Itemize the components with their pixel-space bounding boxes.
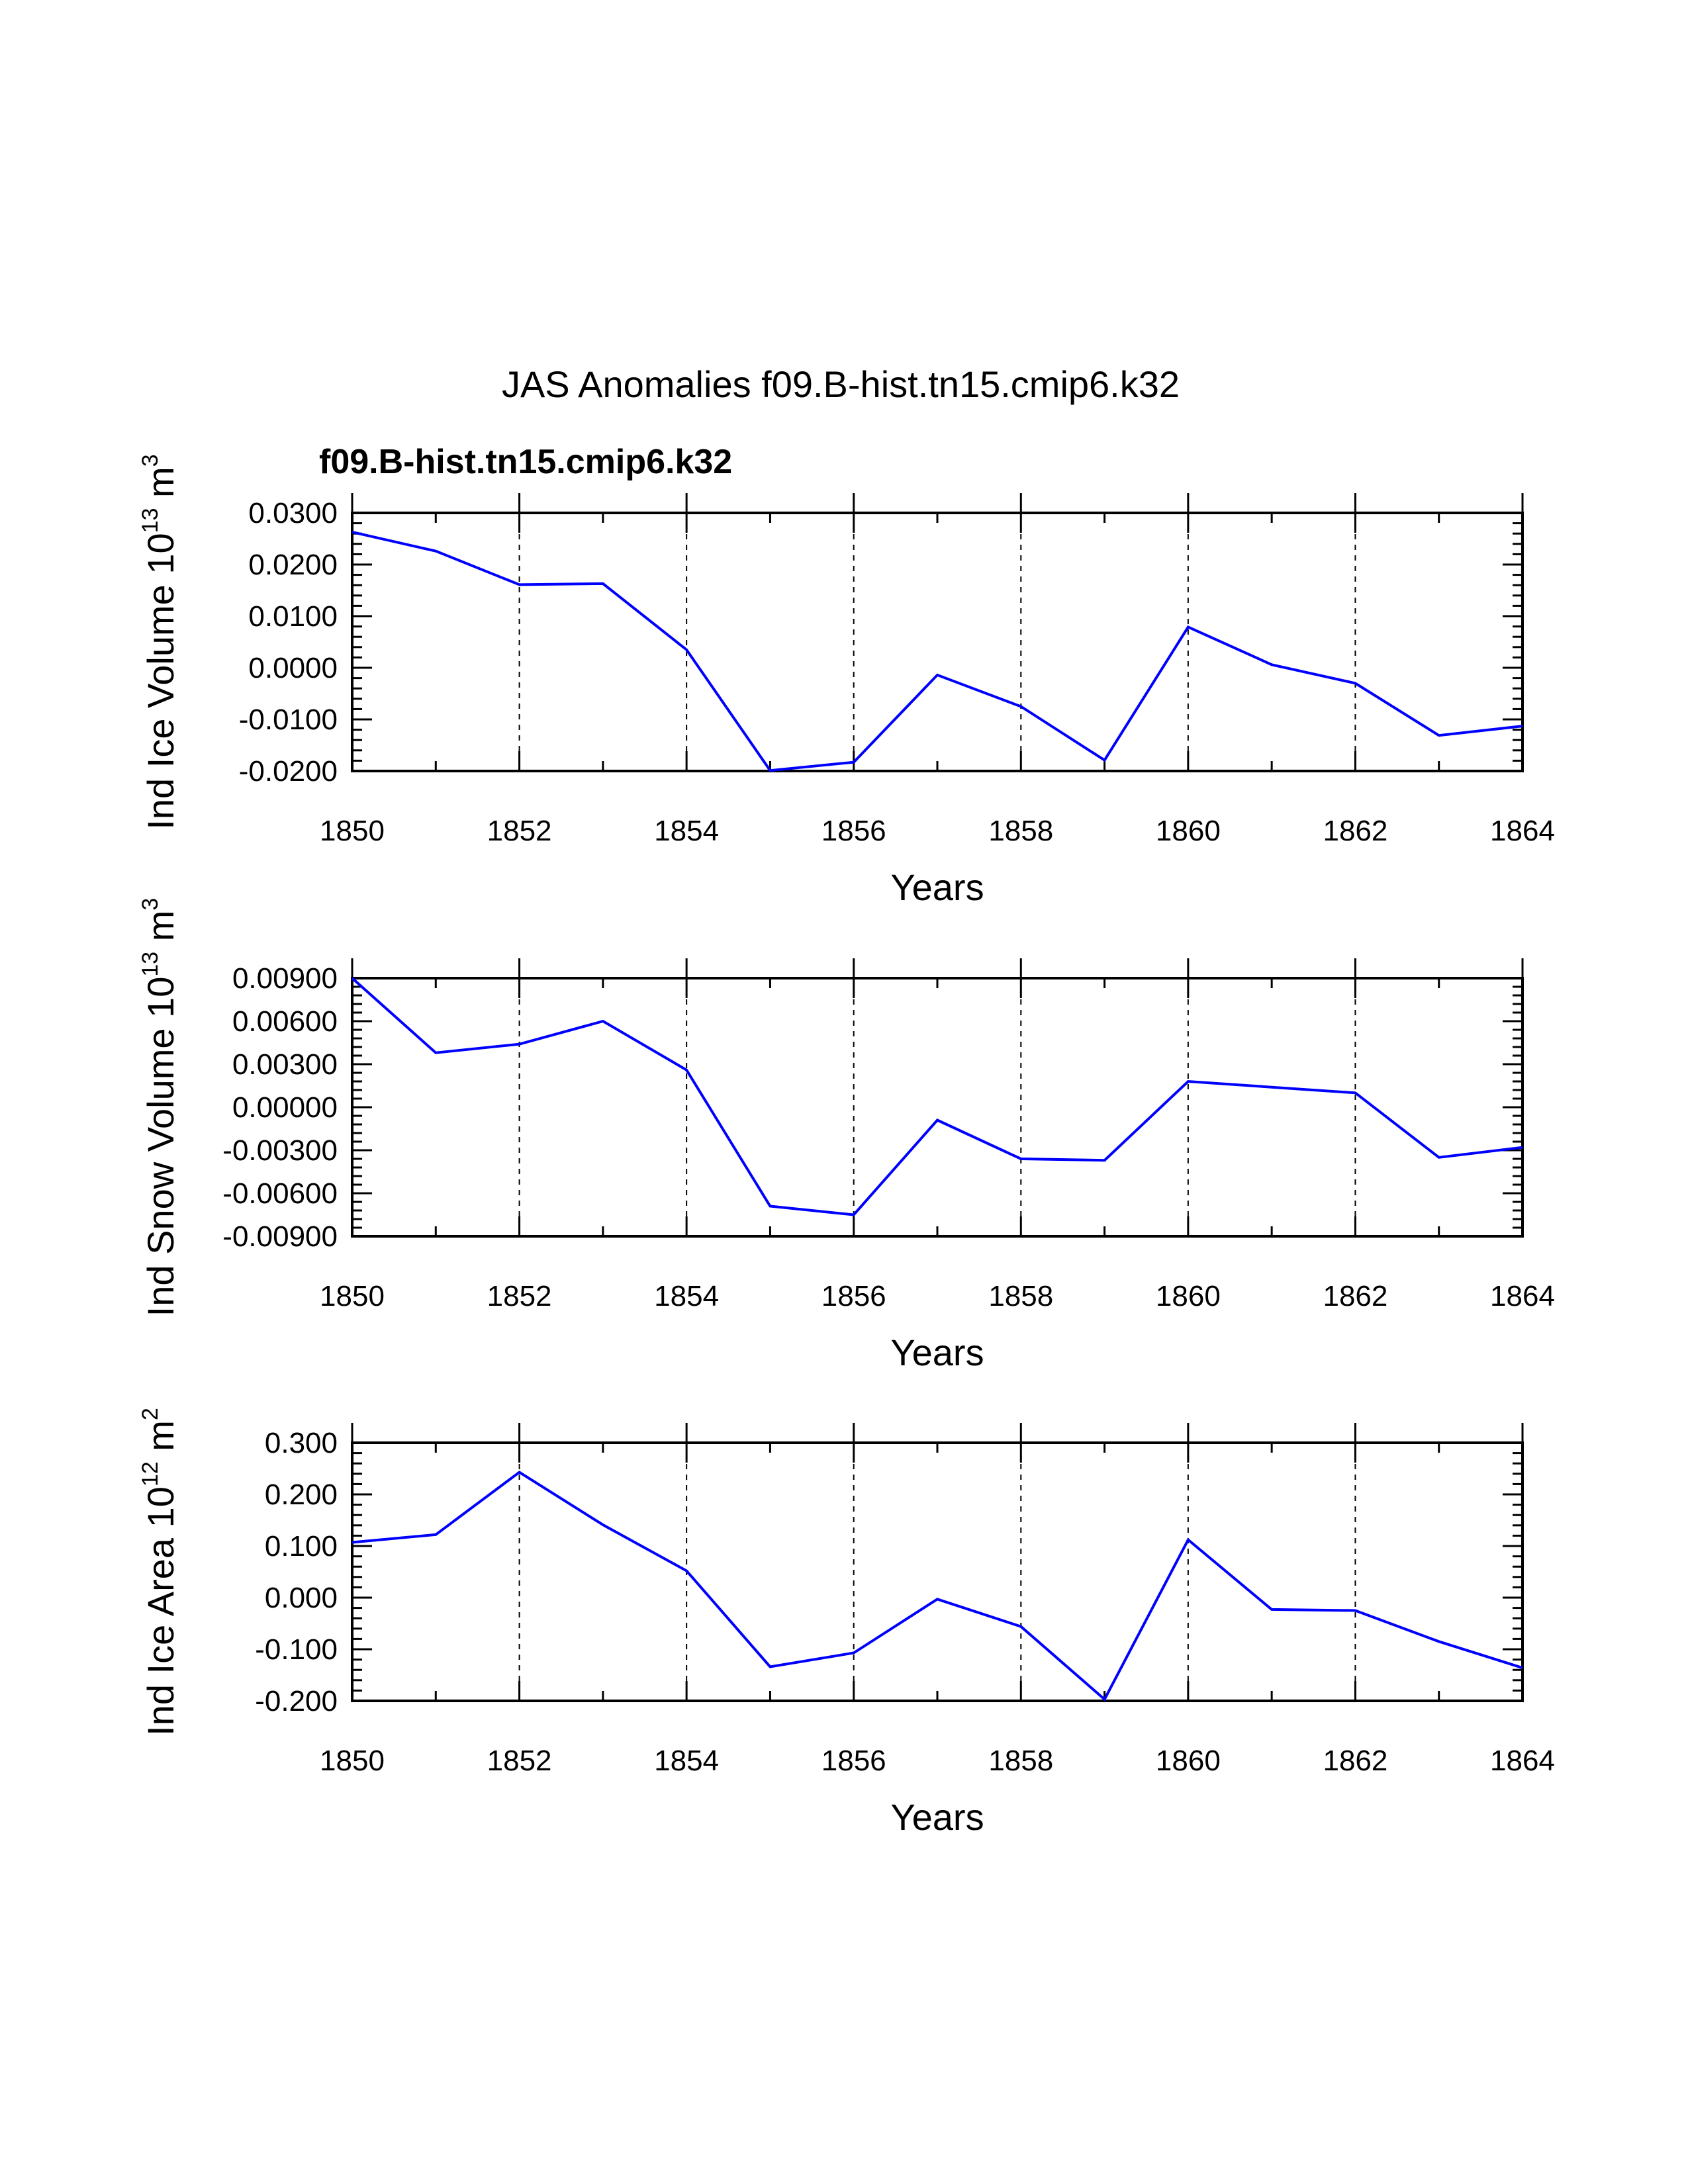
figure-title: JAS Anomalies f09.B-hist.tn15.cmip6.k32 xyxy=(502,363,1180,405)
series-line xyxy=(352,1471,1523,1702)
y-tick-label: 0.00300 xyxy=(232,1048,338,1081)
x-tick-label: 1852 xyxy=(487,1745,552,1777)
y-axis-label: Ind Ice Volume 1013 m3 xyxy=(138,454,181,829)
y-tick-label: 0.0200 xyxy=(248,549,338,581)
x-tick-label: 1850 xyxy=(320,815,385,847)
x-tick-label: 1852 xyxy=(487,1280,552,1312)
y-tick-label: -0.100 xyxy=(255,1633,338,1666)
x-tick-label: 1856 xyxy=(821,1745,886,1777)
x-tick-label: 1864 xyxy=(1490,1745,1555,1777)
y-tick-label: -0.0200 xyxy=(239,755,338,788)
x-tick-label: 1852 xyxy=(487,815,552,847)
y-tick-label: 0.0000 xyxy=(248,652,338,684)
y-tick-label: -0.00600 xyxy=(222,1177,338,1210)
x-tick-label: 1860 xyxy=(1156,815,1221,847)
y-tick-label: 0.100 xyxy=(265,1530,338,1563)
y-tick-label: -0.0100 xyxy=(239,704,338,736)
x-tick-label: 1864 xyxy=(1490,1280,1555,1312)
y-axis-label: Ind Snow Volume 1013 m3 xyxy=(138,898,181,1317)
x-tick-label: 1850 xyxy=(320,1280,385,1312)
chart-panels: 0.0300 0.0200 0.0100 0.0000 -0.0100 -0.0200 18… xyxy=(138,454,1555,1838)
x-axis-label: Years xyxy=(890,866,984,908)
y-tick-label: -0.00900 xyxy=(222,1220,338,1253)
x-tick-label: 1858 xyxy=(988,1280,1053,1312)
plot-frame xyxy=(351,1441,1524,1702)
x-tick-label: 1862 xyxy=(1323,1745,1387,1777)
y-axis-label: Ind Ice Area 1012 m2 xyxy=(138,1408,181,1736)
x-axis-label: Years xyxy=(890,1796,984,1838)
plot-frame xyxy=(351,977,1524,1238)
y-tick-label: 0.300 xyxy=(265,1427,338,1459)
x-axis-label: Years xyxy=(890,1332,984,1373)
y-tick-label: 0.0100 xyxy=(248,600,338,633)
y-tick-label: -0.200 xyxy=(255,1685,338,1717)
x-tick-label: 1862 xyxy=(1323,1280,1387,1312)
y-tick-label: 0.00600 xyxy=(232,1005,338,1038)
chart-panel-2: 0.00900 0.00600 0.00300 0.00000 -0.00300 -0.0… xyxy=(138,898,1555,1373)
y-tick-label: 0.0300 xyxy=(248,497,338,529)
plot-frame xyxy=(351,512,1524,772)
y-tick-label: 0.00000 xyxy=(232,1091,338,1124)
y-tick-label: -0.00300 xyxy=(222,1134,338,1167)
y-tick-label: 0.00900 xyxy=(232,962,338,995)
x-tick-label: 1862 xyxy=(1323,815,1387,847)
chart-panel-1: 0.0300 0.0200 0.0100 0.0000 -0.0100 -0.0200 18… xyxy=(138,454,1555,908)
x-tick-label: 1854 xyxy=(654,1280,719,1312)
chart-panel-3: 0.300 0.200 0.100 0.000 -0.100 -0.200 1850 1852… xyxy=(138,1408,1555,1838)
series-line xyxy=(352,530,1523,772)
y-tick-label: 0.000 xyxy=(265,1582,338,1614)
y-tick-label: 0.200 xyxy=(265,1479,338,1511)
x-tick-label: 1860 xyxy=(1156,1745,1221,1777)
x-tick-label: 1858 xyxy=(988,1745,1053,1777)
x-tick-label: 1850 xyxy=(320,1745,385,1777)
x-tick-label: 1856 xyxy=(821,815,886,847)
x-tick-label: 1858 xyxy=(988,815,1053,847)
x-tick-label: 1860 xyxy=(1156,1280,1221,1312)
x-tick-label: 1854 xyxy=(654,815,719,847)
series-subtitle: f09.B-hist.tn15.cmip6.k32 xyxy=(319,443,732,481)
x-tick-label: 1854 xyxy=(654,1745,719,1777)
series-line xyxy=(351,977,1523,1216)
x-tick-label: 1864 xyxy=(1490,815,1555,847)
x-tick-label: 1856 xyxy=(821,1280,886,1312)
